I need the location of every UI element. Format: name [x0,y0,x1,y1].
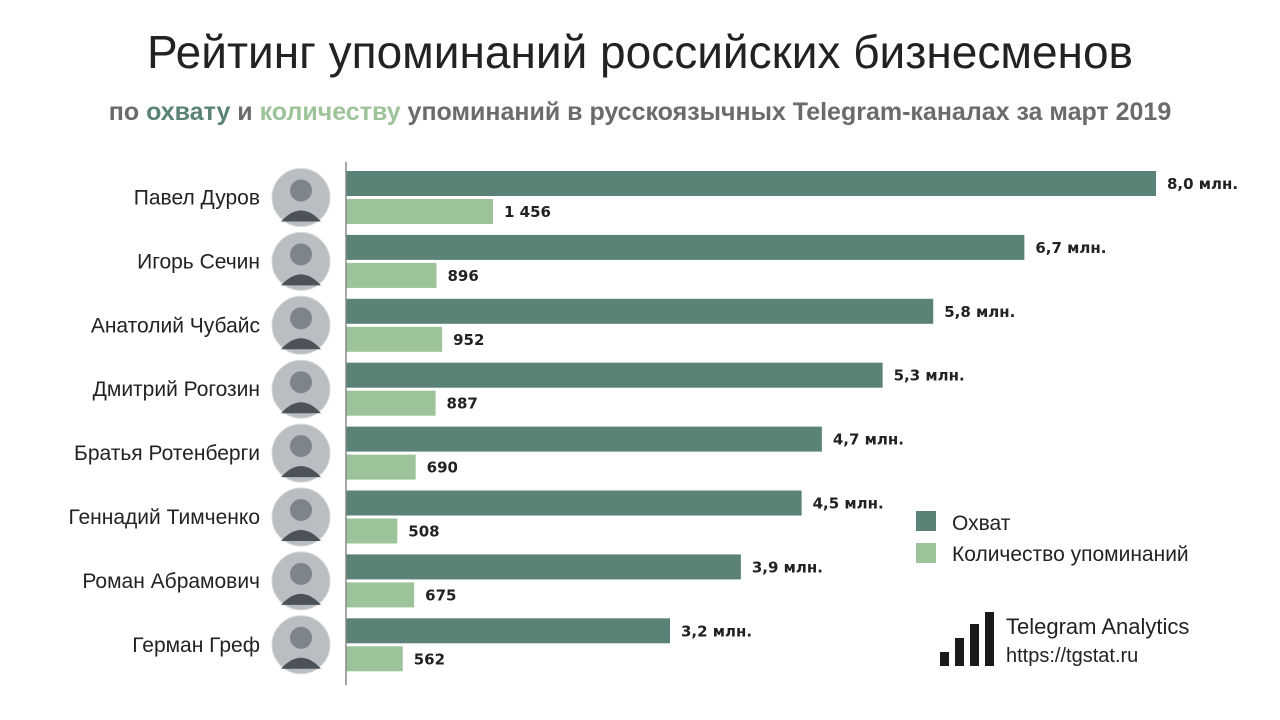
person-name-label: Герман Греф [132,634,260,657]
avatar-head [290,179,312,202]
avatar-shoulders [281,402,321,414]
person-name-label: Роман Абрамович [82,570,260,593]
reach-bar [346,554,741,580]
person-name-label: Павел Дуров [134,187,260,210]
reach-bar [346,618,670,644]
avatar-shoulders [281,466,321,478]
reach-bar [346,171,1156,196]
avatar-head [290,435,312,458]
avatar-head [290,499,312,521]
reach-value-label: 3,2 млн. [681,622,752,640]
subtitle-reach-word: охвату [146,98,231,126]
reach-value-label: 5,8 млн. [944,303,1015,321]
avatar-head [290,371,312,394]
count-bar [346,582,415,608]
avatar-shoulders [281,530,321,541]
count-bar [346,262,437,288]
brand-block: Telegram Analytics https://tgstat.ru [938,612,1238,672]
count-value-label: 508 [408,523,439,541]
count-bar [346,646,403,672]
brand-name: Telegram Analytics [1006,614,1190,639]
count-value-label: 952 [453,331,484,349]
reach-value-label: 8,0 млн. [1167,175,1238,193]
count-bar [346,390,436,416]
avatar-shoulders [281,338,321,350]
person-name-label: Дмитрий Рогозин [93,378,260,401]
reach-value-label: 5,3 млн. [894,367,965,385]
chart-title: Рейтинг упоминаний российских бизнесмено… [147,26,1133,78]
reach-value-label: 6,7 млн. [1035,239,1106,257]
count-value-label: 887 [447,395,478,413]
person-name-label: Анатолий Чубайс [91,314,260,337]
avatar-head [290,562,312,585]
avatar-head [290,307,312,330]
reach-bar [346,362,883,388]
avatar-shoulders [281,210,321,222]
avatar-head [290,626,312,649]
person-name-label: Игорь Сечин [137,250,260,273]
brand-url: https://tgstat.ru [1006,645,1139,667]
avatar-shoulders [281,274,321,286]
avatar-head [290,243,312,266]
count-bar [346,199,493,224]
subtitle-part-1: по [108,98,147,126]
person-name-label: Геннадий Тимченко [69,506,260,529]
reach-bar [346,426,822,452]
count-value-label: 690 [427,459,458,477]
legend-swatch-count [916,543,936,563]
avatar-shoulders [281,657,321,669]
legend-swatch-reach [916,511,936,531]
count-bar [346,326,443,352]
legend-label-reach: Охват [952,512,1011,535]
reach-value-label: 4,5 млн. [813,495,884,513]
reach-value-label: 3,9 млн. [752,558,823,576]
reach-bar [346,298,934,324]
reach-bar [346,490,802,516]
count-value-label: 562 [414,650,445,668]
chart-subtitle: по охвату и количеству упоминаний в русс… [0,96,1280,128]
count-bar [346,454,416,480]
reach-bar [346,234,1025,260]
count-bar [346,518,398,544]
bar-chart-icon [940,612,994,666]
subtitle-count-word: количеству [259,98,401,126]
reach-value-label: 4,7 млн. [833,431,904,449]
avatar-shoulders [281,593,321,605]
subtitle-part-2: и [230,98,260,126]
count-value-label: 675 [425,586,456,604]
subtitle-part-3: упоминаний в русскоязычных Telegram-кана… [400,98,1172,126]
person-name-label: Братья Ротенберги [74,442,260,465]
count-value-label: 1 456 [504,203,551,221]
legend-label-count: Количество упоминаний [952,543,1189,566]
count-value-label: 896 [447,267,478,285]
